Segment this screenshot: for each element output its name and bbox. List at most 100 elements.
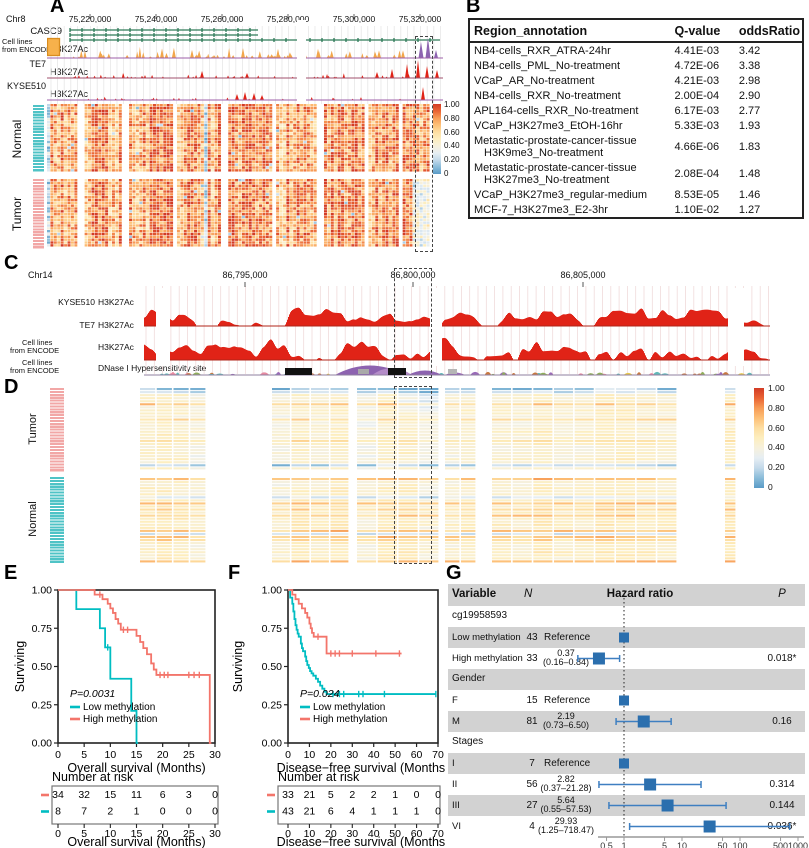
highlight-dashed-box-a	[415, 36, 433, 252]
forest-row-label: M	[452, 716, 460, 727]
risk-table-title: Number at risk	[52, 770, 134, 784]
odds-ratio-cell: 2.98	[738, 74, 761, 87]
risk-count: 2	[107, 806, 113, 818]
cellline-label-kyse510-c: KYSE510	[58, 297, 95, 307]
genome-tracks-a	[47, 14, 445, 105]
forest-row-n: 56	[526, 779, 538, 790]
forest-row-n: 7	[529, 758, 535, 769]
x-tick-label: 60	[411, 749, 423, 761]
colorbar-a	[433, 104, 441, 174]
region-annotation-cell: VCaP_AR_No-treatment	[474, 74, 595, 87]
chromosome-label-a: Chr8	[6, 14, 26, 24]
risk-count: 33	[282, 789, 294, 801]
risk-count: 7	[81, 806, 87, 818]
risk-count: 4	[349, 806, 355, 818]
p-value: P=0.0031	[70, 688, 115, 700]
table-header-oddsratio: oddsRatio	[734, 19, 803, 43]
risk-axis-tick-label: 10	[304, 828, 316, 840]
risk-count: 2	[371, 789, 377, 801]
panel-c-label: C	[4, 252, 19, 274]
x-tick-label: 20	[325, 749, 337, 761]
highlight-dashed-box-d	[394, 386, 432, 564]
ruler-tick-label-c: 86,805,000	[560, 270, 606, 280]
odds-ratio-cell: 1.83	[738, 140, 761, 153]
forest-p-value: 0.018*	[767, 653, 797, 664]
table-row: APL164-cells_RXR_No-treatment 6.17E-03 2.7…	[469, 103, 803, 118]
forest-row: F 15 Reference	[448, 690, 805, 711]
forest-row: High methylation 33 0.37 (0.16–0.84) 0.018*	[448, 648, 805, 669]
y-tick-label: 0.50	[262, 661, 283, 673]
risk-table-box	[51, 785, 219, 825]
panel-b-label: B	[466, 0, 481, 17]
forest-axis-tick-label: 1000	[788, 841, 808, 848]
q-value-cell: 4.41E-03	[674, 44, 720, 57]
normal-sidebar-d	[50, 477, 64, 563]
p-value: P=0.024	[300, 688, 340, 700]
forest-axis-tick-label: 500	[773, 841, 788, 848]
region-annotation-cell: NB4-cells_RXR_No-treatment	[474, 89, 621, 102]
methylation-heatmap-a	[47, 104, 430, 250]
table-row: VCaP_AR_No-treatment 4.21E-03 2.98	[469, 73, 803, 88]
risk-count: 0	[212, 789, 218, 801]
row-group-label-normal-a: Normal	[10, 119, 24, 159]
table-row: NB4-cells_RXR_No-treatment 2.00E-04 2.90	[469, 88, 803, 103]
risk-count: 1	[414, 806, 420, 818]
forest-row-n: 27	[526, 800, 538, 811]
odds-ratio-cell: 3.42	[738, 44, 761, 57]
risk-count: 6	[328, 806, 334, 818]
y-axis-label: Surviving	[13, 641, 27, 692]
x-tick-label: 0	[55, 749, 61, 761]
y-tick-label: 0.75	[32, 623, 53, 635]
colorbar-tick-label: 0.40	[444, 141, 460, 151]
forest-row-n: 43	[526, 632, 538, 643]
region-annotation-cell: VCaP_H3K27me3_regular-medium	[474, 188, 648, 201]
dnase-site-box	[358, 369, 369, 374]
region-annotation-cell: MCF-7_H3K27me3_E2-3hr	[474, 203, 608, 216]
y-tick-label: 0.50	[32, 661, 53, 673]
panel-f-label: F	[228, 562, 241, 584]
risk-axis-tick-label: 20	[325, 828, 337, 840]
dnase-site-box	[448, 369, 457, 374]
legend-label: Low methylation	[83, 702, 155, 713]
forest-p-value: 0.16	[772, 716, 792, 727]
colorbar-tick-label: 1.00	[768, 383, 785, 393]
y-tick-label: 1.00	[262, 585, 283, 597]
table-row: MCF-7_H3K27me3_E2-3hr 1.10E-02 1.27	[469, 202, 803, 218]
forest-row: Low methylation 43 Reference	[448, 627, 805, 648]
forest-row-label: cg19958593	[452, 610, 508, 621]
km-plot-disease-free-survival: 1.00 0.75 0.50 0.25 0.00 Surviving 0 10 20 30 40 50…	[230, 574, 449, 848]
forest-row-n: 4	[529, 821, 535, 832]
forest-axis-tick-label: 50	[718, 841, 728, 848]
q-value-cell: 2.08E-04	[674, 167, 720, 180]
risk-table-box	[277, 785, 441, 825]
forest-row: III 27 5.64 (0.55–57.53) 0.144	[448, 795, 805, 816]
forest-p-value: 0.314	[769, 779, 795, 790]
forest-reference-text: Reference	[544, 695, 591, 706]
forest-estimate-value: 29.93	[554, 816, 578, 826]
risk-count: 5	[328, 789, 334, 801]
risk-axis-tick-label: 0	[285, 828, 291, 840]
mark-label-kyse510-c: H3K27Ac	[98, 297, 134, 307]
risk-count: 0	[212, 806, 218, 818]
x-tick-label: 20	[157, 749, 169, 761]
odds-ratio-cell: 1.46	[738, 188, 761, 201]
forest-estimate-value: 2.82	[557, 774, 575, 784]
forest-axis-tick-label: 100	[732, 841, 747, 848]
risk-count: 1	[371, 806, 377, 818]
q-value-cell: 4.21E-03	[674, 74, 720, 87]
odds-ratio-cell: 1.48	[738, 167, 761, 180]
y-tick-label: 0.25	[262, 699, 283, 711]
risk-count: 15	[104, 789, 116, 801]
table-row: NB4-cells_RXR_ATRA-24hr 4.41E-03 3.42	[469, 42, 803, 58]
enrichment-table: Region_annotation Q-value oddsRatio NB4-…	[468, 18, 804, 219]
encode-group-label-line2: from ENCODE	[2, 45, 52, 54]
colorbar-tick-label: 0	[444, 169, 449, 178]
encode-group-c1-line2: from ENCODE	[10, 346, 60, 355]
encode-group-c1-line1: Cell lines	[22, 338, 53, 347]
cellline-label-te7-a: TE7	[29, 59, 46, 69]
risk-count: 0	[435, 789, 441, 801]
x-tick-label: 40	[368, 749, 380, 761]
cellline-label-te7-c: TE7	[79, 320, 95, 330]
